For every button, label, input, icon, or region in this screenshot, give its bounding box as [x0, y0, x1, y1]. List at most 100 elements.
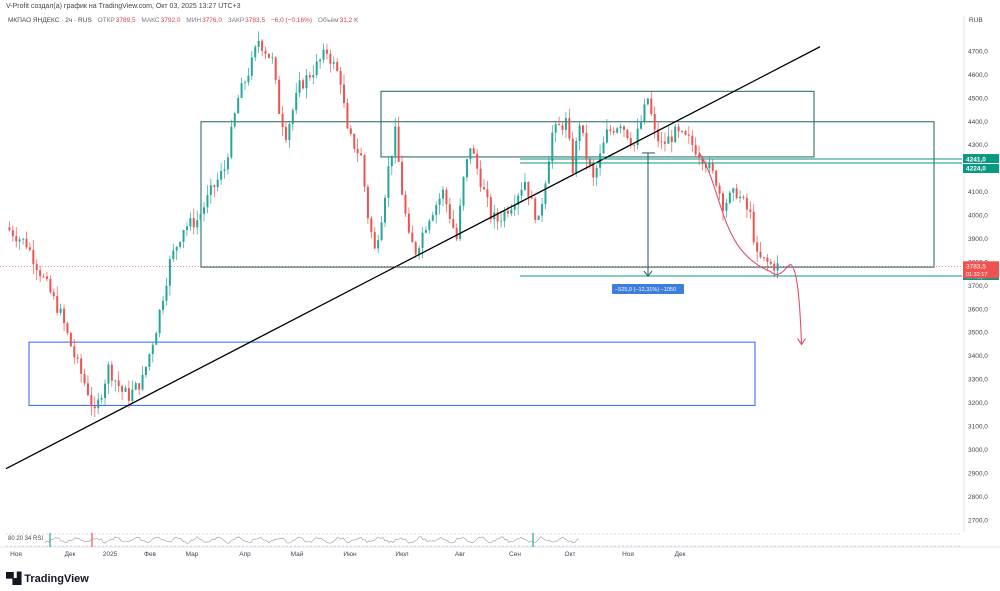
- volume-label: Объём: [317, 17, 339, 24]
- candle-body: [127, 388, 130, 401]
- brand-name: TradingView: [24, 572, 89, 585]
- candle-body: [274, 57, 277, 80]
- candle-body: [530, 197, 533, 199]
- candle-body: [291, 110, 294, 124]
- candle-body: [237, 97, 240, 114]
- x-tick-label: Май: [291, 550, 304, 558]
- candle-body: [73, 346, 76, 358]
- candle-body: [646, 98, 649, 105]
- x-tick-label: Фев: [144, 551, 157, 558]
- candle-body: [687, 134, 690, 136]
- candle-body: [394, 126, 397, 156]
- candle-body: [185, 226, 188, 231]
- tradingview-logo-icon: ▀▟: [6, 573, 21, 585]
- candle-body: [66, 323, 69, 333]
- candle-body: [619, 126, 622, 129]
- y-tick-label: 4100,0: [968, 189, 988, 196]
- candle-body: [349, 128, 352, 134]
- candle-body: [124, 388, 127, 392]
- zone-consolidation: [200, 121, 935, 268]
- candle-body: [455, 227, 458, 240]
- candle-body: [377, 240, 380, 249]
- candle-body: [479, 168, 482, 188]
- candle-body: [667, 136, 670, 144]
- candle-body: [134, 383, 137, 390]
- candle-body: [462, 177, 465, 206]
- candle-body: [701, 157, 704, 164]
- x-tick-label: Авг: [455, 551, 466, 558]
- candle-body: [49, 279, 52, 293]
- candle-body: [732, 188, 735, 193]
- symbol-name[interactable]: МКПАО ЯНДЕКС · 2ч · RUS: [8, 17, 92, 24]
- candle-body: [267, 53, 270, 58]
- level-tag: [963, 164, 999, 174]
- measure-label: −525,0 (−12,31%) −1050: [615, 287, 676, 293]
- candle-body: [151, 344, 154, 355]
- candle-body: [363, 155, 366, 187]
- candle-body: [271, 57, 274, 59]
- candle-body: [722, 193, 724, 211]
- candle-body: [216, 179, 219, 188]
- candle-body: [35, 264, 38, 271]
- candle-body: [773, 263, 776, 271]
- candle-body: [442, 189, 445, 199]
- low-label: МИН: [186, 17, 202, 24]
- candle-body: [380, 222, 383, 241]
- candle-body: [698, 154, 701, 158]
- candle-body: [670, 136, 673, 143]
- candle-body: [312, 74, 315, 78]
- candle-body: [93, 406, 96, 409]
- candle-body: [52, 292, 55, 297]
- candle-body: [42, 276, 45, 277]
- candle-body: [527, 181, 530, 198]
- y-tick-label: 3300,0: [968, 377, 988, 384]
- candle-body: [86, 383, 89, 396]
- candle-body: [18, 239, 21, 242]
- candle-body: [336, 62, 339, 71]
- candle-body: [588, 159, 591, 165]
- candle-body: [452, 218, 455, 228]
- candle-body: [114, 380, 117, 382]
- candle-body: [244, 82, 246, 84]
- candle-body: [739, 196, 742, 199]
- candle-body: [431, 215, 434, 221]
- candle-body: [100, 398, 103, 400]
- change-value: −6,0 (−0,16%): [270, 17, 313, 24]
- candle-body: [158, 309, 161, 334]
- candle-body: [605, 129, 608, 143]
- x-tick-label: Ноя: [10, 551, 22, 558]
- candle-body: [459, 205, 462, 240]
- open-value: 3789,5: [115, 17, 136, 24]
- candle-body: [629, 138, 632, 146]
- candle-body: [401, 161, 404, 195]
- candle-body: [725, 202, 728, 211]
- currency-label: RUB: [969, 17, 983, 24]
- y-tick-label: 3900,0: [968, 236, 988, 243]
- candle-body: [11, 230, 14, 237]
- candle-body: [56, 296, 59, 313]
- candle-body: [568, 118, 571, 139]
- candle-body: [332, 62, 335, 64]
- candle-body: [107, 364, 110, 384]
- candle-body: [264, 50, 267, 54]
- candle-body: [32, 249, 35, 265]
- x-tick-label: Апр: [239, 551, 251, 558]
- candle-body: [15, 236, 18, 242]
- x-tick-label: Дек: [675, 551, 686, 558]
- candle-body: [39, 270, 42, 277]
- candle-body: [308, 75, 311, 78]
- candle-body: [541, 204, 544, 216]
- x-tick-label: Июл: [395, 551, 408, 558]
- candle-body: [749, 209, 752, 212]
- candle-body: [343, 84, 346, 103]
- candle-body: [373, 232, 376, 249]
- candle-body: [435, 205, 438, 216]
- candle-body: [711, 163, 714, 171]
- candle-body: [547, 161, 550, 184]
- candle-body: [25, 238, 28, 248]
- candle-body: [240, 83, 243, 98]
- candle-body: [769, 261, 772, 264]
- candle-body: [517, 195, 520, 205]
- rsi-indicator-label[interactable]: 80 20 34 RSI: [8, 536, 44, 542]
